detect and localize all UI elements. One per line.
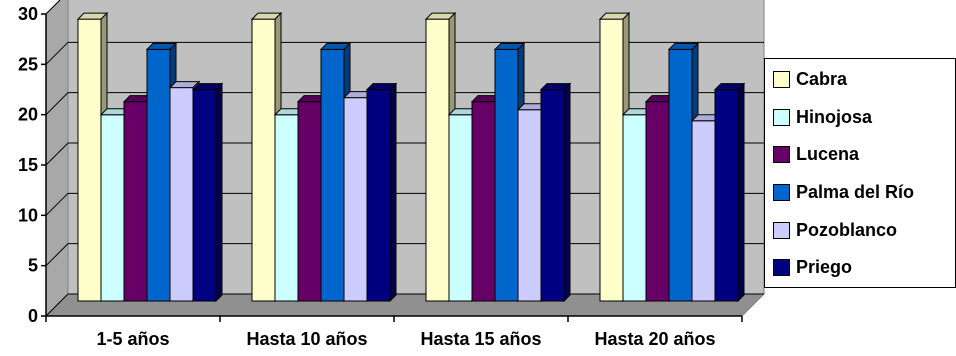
x-tick-label: 1-5 años [96,329,169,349]
side-wall [45,0,69,318]
bar-front [471,101,496,302]
bar-front [425,18,450,302]
bar-priego-3 [539,82,572,303]
legend-swatch-lucena [773,146,790,164]
x-tick-label: Hasta 15 años [420,329,541,349]
legend: Cabra Hinojosa Lucena Palma del Río Pozo… [764,58,956,288]
axes [41,13,743,322]
plot-walls [44,0,766,318]
bar-front [192,89,217,302]
bar-front [668,48,693,302]
bar-side [389,82,397,303]
bar-front [100,114,125,302]
bar-front [297,101,322,302]
legend-item-lucena: Lucena [765,136,955,174]
bar-front [448,114,473,302]
x-tick-label: Hasta 20 años [594,329,715,349]
x-axis-tick-labels: 1-5 años Hasta 10 años Hasta 15 años Hasta … [96,329,715,349]
bar-front [146,48,171,302]
y-tick-label: 15 [18,155,38,175]
legend-item-hinojosa: Hinojosa [765,99,955,137]
bar-front [77,18,102,302]
legend-swatch-palma-del-rio [773,184,790,202]
gridline [45,0,61,15]
legend-label-palma-del-rio: Palma del Río [796,182,915,203]
y-tick-label: 5 [28,256,38,276]
legend-item-palma-del-rio: Palma del Río [765,174,955,212]
legend-swatch-cabra [773,71,790,89]
bar-front [691,120,716,302]
bar-front [645,101,670,302]
bar-priego-1 [191,82,224,303]
bar-front [343,97,368,302]
bar-front [169,87,194,302]
y-tick-label: 25 [18,54,38,74]
legend-swatch-pozoblanco [773,221,790,239]
bar-front [320,48,345,302]
legend-label-priego: Priego [796,257,853,278]
y-axis-tick-labels: 0 5 10 15 20 25 30 [18,4,38,326]
legend-item-priego: Priego [765,249,955,287]
bar-front [517,109,542,302]
x-tick-label: Hasta 10 años [246,329,367,349]
bar-front [540,89,565,302]
bar-front [251,18,276,302]
y-tick-label: 10 [18,205,38,225]
legend-label-hinojosa: Hinojosa [796,106,873,127]
bars [76,11,746,303]
bar-side [215,82,223,303]
bar-priego-2 [365,82,398,303]
bar-priego-4 [713,82,746,303]
bar-front [123,101,148,302]
legend-item-cabra: Cabra [765,61,955,99]
bar-side [737,82,745,303]
gridline [45,92,764,116]
bar-front [714,89,739,302]
y-tick-label: 30 [18,4,38,24]
bar-side [563,82,571,303]
legend-swatch-priego [773,259,790,277]
y-tick-label: 0 [28,306,38,326]
legend-label-lucena: Lucena [796,144,860,165]
legend-item-pozoblanco: Pozoblanco [765,211,955,249]
bar-front [622,114,647,302]
bar-front [599,18,624,302]
legend-label-pozoblanco: Pozoblanco [796,219,898,240]
bar-front [494,48,519,302]
legend-swatch-hinojosa [773,108,790,126]
bar-front [274,114,299,302]
gridline [45,41,764,65]
y-tick-label: 20 [18,105,38,125]
legend-label-cabra: Cabra [796,69,848,90]
bar-front [366,89,391,302]
